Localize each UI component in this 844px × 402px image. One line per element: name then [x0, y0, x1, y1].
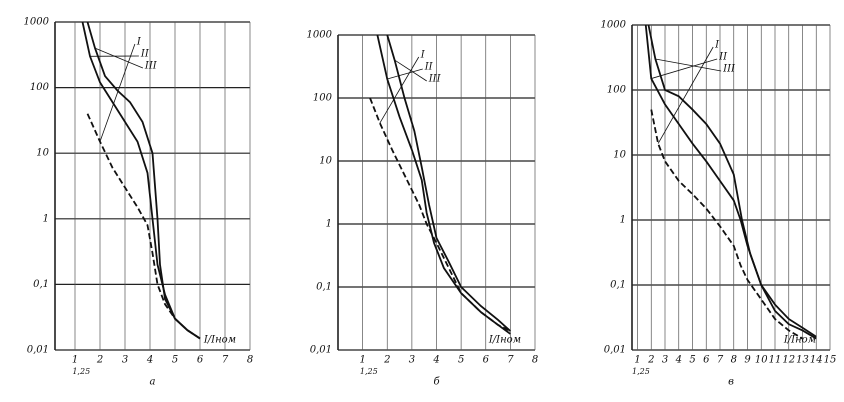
annotation: 1,25 [360, 367, 378, 376]
y-tick-label: 0,1 [33, 279, 49, 290]
leader-line [651, 58, 718, 79]
leader-line [394, 59, 427, 82]
x-tick-label: 11 [769, 355, 782, 366]
x-tick-label: 2 [647, 355, 654, 366]
x-axis-label: I/Iном [783, 335, 816, 346]
y-tick-label: 1 [326, 219, 332, 230]
x-tick-label: 3 [122, 355, 128, 366]
x-tick-label: 8 [731, 355, 737, 366]
subtitle: в [728, 377, 734, 388]
x-tick-label: 4 [432, 355, 439, 366]
series-label: II [718, 52, 728, 63]
x-tick-label: 1 [634, 355, 640, 366]
x-tick-label: 1 [72, 355, 78, 366]
x-tick-label: 10 [755, 355, 768, 366]
x-tick-label: 6 [483, 355, 490, 366]
x-tick-label: 7 [507, 355, 514, 366]
curve [650, 109, 803, 340]
x-tick-label: 8 [532, 355, 538, 366]
x-axis-label: I/Iном [203, 335, 236, 346]
x-tick-label: 7 [222, 355, 229, 366]
annotation: 1,25 [632, 367, 650, 376]
x-tick-label: 4 [146, 355, 153, 366]
x-tick-label: 4 [675, 355, 682, 366]
series-label: II [424, 62, 434, 73]
subtitle: а [150, 377, 156, 388]
curve [86, 21, 201, 340]
y-tick-label: 1000 [24, 17, 50, 28]
curve [647, 24, 817, 338]
series-label: III [722, 64, 736, 75]
y-tick-label: 1000 [307, 30, 333, 41]
x-tick-label: 12 [782, 355, 795, 366]
annotation: 1,25 [72, 367, 90, 376]
leader-line [387, 68, 423, 80]
y-tick-label: 1000 [601, 20, 627, 31]
x-tick-label: 8 [247, 355, 253, 366]
curve [644, 24, 817, 340]
curve [386, 34, 511, 332]
y-tick-label: 100 [313, 93, 333, 104]
y-tick-label: 10 [36, 148, 49, 159]
y-tick-label: 100 [607, 85, 627, 96]
x-tick-label: 14 [810, 355, 823, 366]
curve [369, 97, 511, 332]
leader-line [379, 56, 420, 124]
x-tick-label: 9 [744, 355, 751, 366]
y-tick-label: 1 [620, 215, 626, 226]
series-label: III [144, 61, 158, 72]
x-tick-label: 2 [383, 355, 390, 366]
y-tick-label: 10 [613, 150, 626, 161]
leader-line [657, 46, 714, 144]
x-tick-label: 1 [359, 355, 365, 366]
leader-line [94, 47, 144, 69]
x-tick-label: 6 [197, 355, 204, 366]
subtitle: б [433, 377, 440, 388]
y-tick-label: 0,1 [316, 282, 332, 293]
series-label: III [428, 74, 442, 85]
leader-line [99, 43, 136, 142]
x-tick-label: 2 [96, 355, 103, 366]
y-tick-label: 0,01 [310, 345, 332, 356]
x-tick-label: 3 [409, 355, 415, 366]
y-tick-label: 0,1 [610, 280, 626, 291]
x-axis-label: I/Iном [488, 335, 521, 346]
y-tick-label: 10 [319, 156, 332, 167]
leader-line [655, 58, 722, 72]
series-label: I [136, 37, 142, 48]
curve [86, 113, 201, 340]
series-label: II [140, 49, 150, 60]
x-tick-label: 3 [662, 355, 668, 366]
x-tick-label: 13 [796, 355, 809, 366]
y-tick-label: 1 [43, 213, 49, 224]
x-tick-label: 5 [689, 355, 695, 366]
curve [376, 34, 511, 335]
series-label: I [714, 40, 720, 51]
x-tick-label: 7 [717, 355, 724, 366]
y-tick-label: 100 [30, 82, 50, 93]
x-tick-label: 6 [703, 355, 710, 366]
x-tick-label: 15 [824, 355, 837, 366]
y-tick-label: 0,01 [604, 345, 626, 356]
y-tick-label: 0,01 [27, 345, 49, 356]
series-label: I [420, 50, 426, 61]
x-tick-label: 5 [172, 355, 178, 366]
x-tick-label: 5 [458, 355, 464, 366]
